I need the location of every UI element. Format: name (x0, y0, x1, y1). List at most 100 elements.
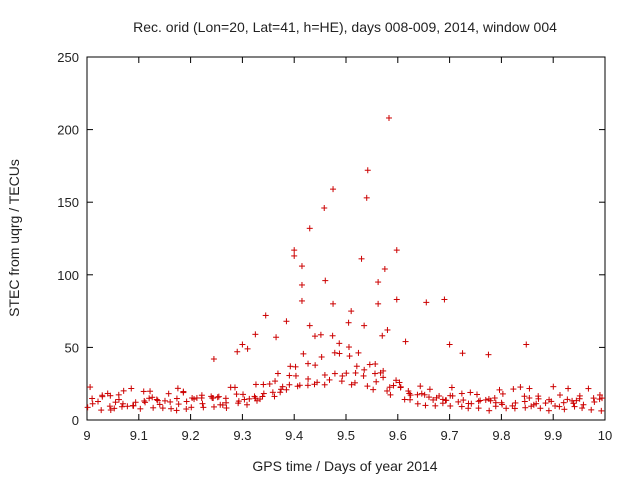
data-point (579, 405, 586, 412)
data-point (447, 402, 454, 409)
data-point (459, 350, 466, 357)
x-tick-label: 9 (83, 428, 90, 443)
data-point (358, 255, 365, 262)
data-point (509, 402, 516, 409)
x-tick-label: 9.1 (130, 428, 148, 443)
data-point (361, 366, 368, 373)
data-point (499, 390, 506, 397)
data-point (491, 395, 498, 402)
data-point (322, 277, 329, 284)
data-point (198, 394, 205, 401)
data-point (360, 372, 367, 379)
chart-title: Rec. orid (Lon=20, Lat=41, h=HE), days 0… (133, 19, 557, 35)
data-point (128, 385, 135, 392)
data-point (364, 167, 371, 174)
data-point (273, 334, 280, 341)
data-point (115, 396, 122, 403)
data-point (233, 391, 240, 398)
data-point (386, 384, 393, 391)
data-point (380, 374, 387, 381)
x-tick-label: 9.3 (233, 428, 251, 443)
data-point (124, 403, 131, 410)
data-point (511, 405, 518, 412)
data-point (142, 399, 149, 406)
data-point (305, 375, 312, 382)
data-point (477, 397, 484, 404)
data-point (146, 395, 153, 402)
data-point (161, 397, 168, 404)
data-point (406, 390, 413, 397)
data-point (259, 393, 266, 400)
data-point (306, 322, 313, 329)
data-point (147, 388, 154, 395)
data-point (596, 391, 603, 398)
data-point (467, 389, 474, 396)
x-tick-label: 9.2 (182, 428, 200, 443)
data-point (425, 394, 432, 401)
data-point (546, 396, 553, 403)
data-point (436, 392, 443, 399)
data-point (414, 391, 421, 398)
data-point (384, 326, 391, 333)
data-series (84, 114, 605, 414)
data-point (486, 407, 493, 414)
data-point (561, 406, 568, 413)
data-point (188, 404, 195, 411)
data-point (371, 370, 378, 377)
data-point (446, 341, 453, 348)
data-point (351, 379, 358, 386)
data-point (447, 392, 454, 399)
data-point (298, 263, 305, 270)
data-point (353, 363, 360, 370)
data-point (387, 391, 394, 398)
data-point (348, 381, 355, 388)
y-tick-label: 150 (57, 195, 79, 210)
data-point (173, 395, 180, 402)
y-tick-label: 100 (57, 268, 79, 283)
data-point (390, 382, 397, 389)
data-point (199, 400, 206, 407)
data-point (173, 407, 180, 414)
data-point (338, 378, 345, 385)
data-point (598, 407, 605, 414)
data-point (361, 322, 368, 329)
data-point (223, 404, 230, 411)
data-point (522, 404, 529, 411)
data-point (422, 402, 429, 409)
data-point (156, 401, 163, 408)
data-point (591, 398, 598, 405)
data-point (331, 349, 338, 356)
data-point (321, 371, 328, 378)
data-point (526, 394, 533, 401)
data-point (455, 398, 462, 405)
data-point (336, 350, 343, 357)
data-point (283, 386, 290, 393)
data-point (407, 396, 414, 403)
x-tick-label: 9.8 (492, 428, 510, 443)
data-point (314, 379, 321, 386)
data-point (550, 383, 557, 390)
data-point (326, 376, 333, 383)
data-point (535, 395, 542, 402)
data-point (283, 318, 290, 325)
data-point (262, 312, 269, 319)
data-point (292, 372, 299, 379)
y-tick-label: 200 (57, 123, 79, 138)
data-point (140, 388, 147, 395)
data-point (200, 404, 207, 411)
data-point (331, 370, 338, 377)
data-point (430, 396, 437, 403)
data-point (475, 398, 482, 405)
data-point (556, 392, 563, 399)
data-point (107, 392, 114, 399)
data-point (312, 362, 319, 369)
data-point (118, 403, 125, 410)
data-point (372, 360, 379, 367)
data-point (266, 380, 273, 387)
data-point (510, 386, 517, 393)
x-axis-label: GPS time / Days of year 2014 (252, 458, 437, 474)
x-tick-label: 9.4 (285, 428, 303, 443)
data-point (329, 332, 336, 339)
data-point (443, 397, 450, 404)
data-point (120, 387, 127, 394)
